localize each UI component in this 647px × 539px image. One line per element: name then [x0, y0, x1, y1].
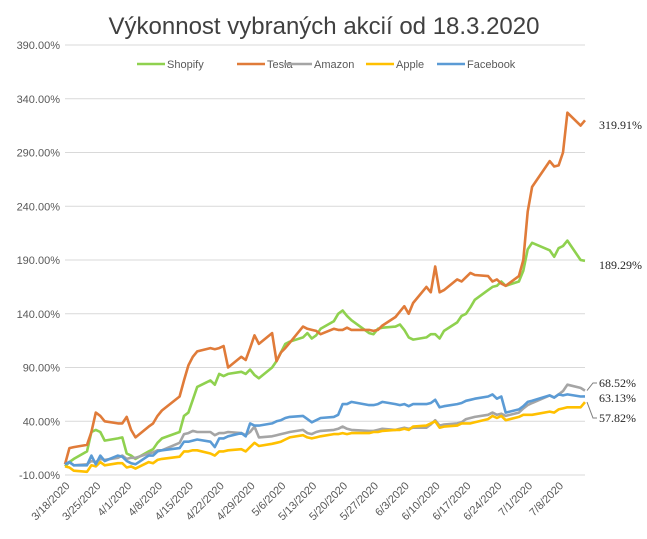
y-tick-label: 340.00% [17, 94, 61, 106]
y-axis-ticks: -10.00% 40.00% 90.00% 140.00% 190.00% 240.00%… [17, 40, 61, 482]
end-label-leader [586, 382, 597, 391]
end-label-tesla: 319.91% [599, 118, 642, 132]
end-labels: 189.29% 319.91% 68.52% 57.82% 63.13% [586, 118, 642, 425]
end-label-apple: 57.82% [599, 411, 636, 425]
end-label-amazon: 68.52% [599, 376, 636, 390]
series-line-amazon [64, 383, 586, 467]
legend-label: Apple [396, 59, 424, 71]
legend-label: Facebook [467, 59, 516, 71]
gridlines [65, 44, 585, 476]
legend: Shopify Tesla Amazon Apple Facebook [137, 59, 516, 71]
legend-label: Shopify [167, 59, 204, 71]
y-tick-label: 190.00% [17, 255, 61, 267]
y-tick-label: -10.00% [19, 470, 60, 482]
series-line-apple [64, 401, 586, 474]
legend-label: Amazon [314, 59, 354, 71]
y-tick-label: 140.00% [17, 309, 61, 321]
y-tick-label: 40.00% [23, 416, 61, 428]
y-tick-label: 390.00% [17, 40, 61, 52]
series-line-facebook [64, 393, 586, 467]
chart-title: Výkonnost vybraných akcií od 18.3.2020 [109, 13, 540, 40]
y-tick-label: 90.00% [23, 363, 61, 375]
end-label-leader [586, 401, 597, 419]
x-tick-label: 7/8/2020 [527, 480, 566, 519]
series-line-tesla [63, 111, 587, 465]
series-lines [63, 111, 587, 474]
end-label-shopify: 189.29% [599, 258, 642, 272]
y-tick-label: 290.00% [17, 148, 61, 160]
end-label-facebook: 63.13% [599, 391, 636, 405]
x-axis-ticks: 3/18/20203/25/20204/1/20204/8/20204/15/2… [29, 480, 566, 523]
y-tick-label: 240.00% [17, 201, 61, 213]
legend-label: Tesla [267, 59, 294, 71]
